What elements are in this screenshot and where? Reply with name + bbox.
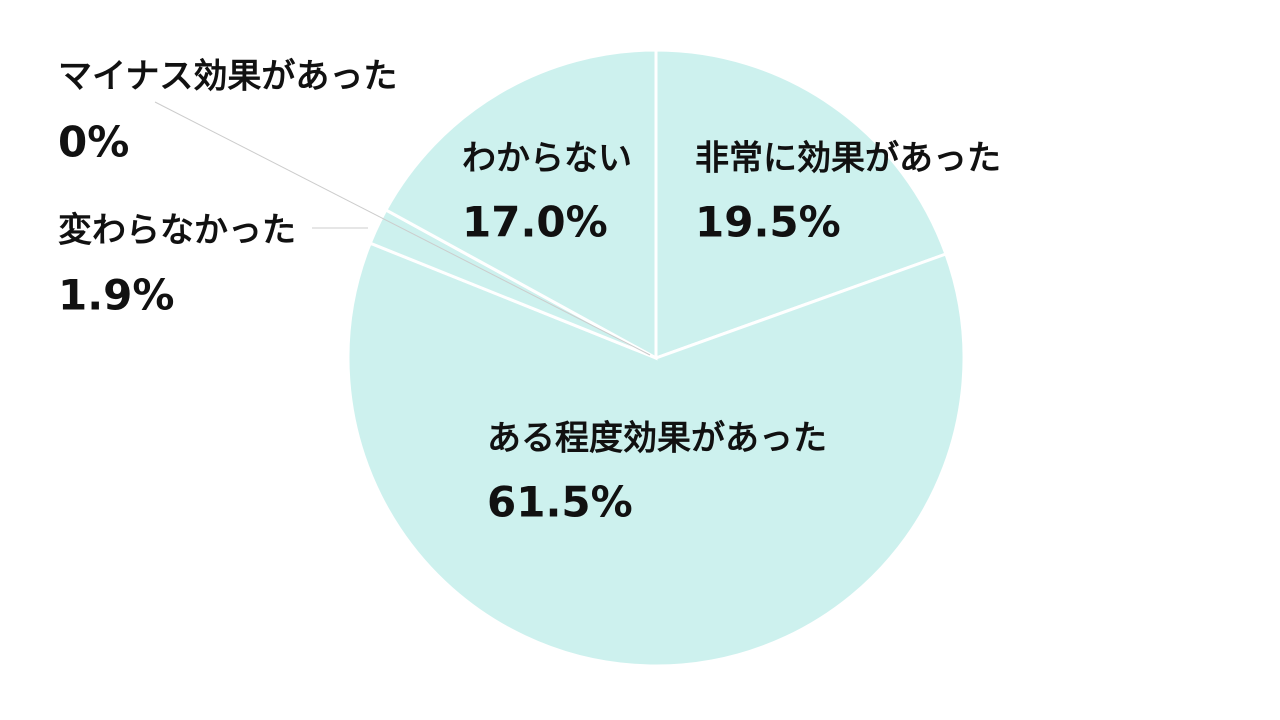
- slice-label: わからない: [462, 139, 632, 179]
- value-label: 17.0%: [462, 198, 608, 247]
- leader-line: [154, 101, 651, 356]
- value-label: 0%: [58, 118, 129, 167]
- pie-slice: [383, 48, 658, 361]
- value-label: 1.9%: [58, 271, 174, 320]
- value-label: 19.5%: [695, 198, 841, 247]
- slice-label: 非常に効果があった: [695, 139, 1001, 179]
- slice-label: マイナス効果があった: [58, 57, 397, 97]
- slice-label: ある程度効果があった: [487, 419, 827, 459]
- pie-slice: [346, 241, 966, 668]
- slice-label: 変わらなかった: [58, 211, 296, 251]
- pie-slice: [654, 48, 948, 361]
- value-label: 61.5%: [487, 478, 633, 527]
